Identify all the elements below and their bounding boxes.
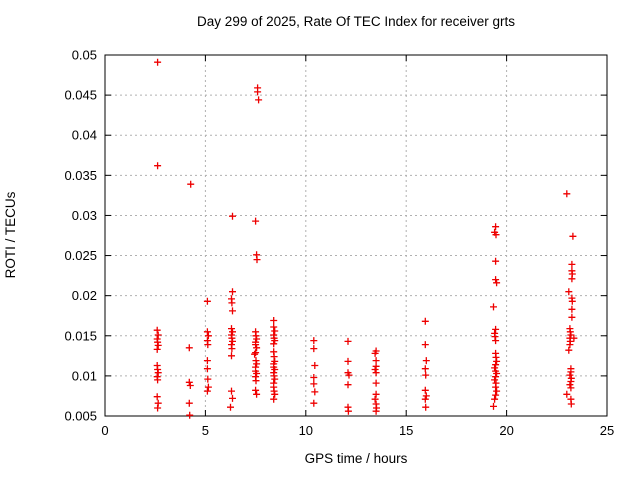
plot-border	[104, 54, 608, 417]
y-tick-label: 0.045	[64, 88, 97, 103]
chart-title: Day 299 of 2025, Rate Of TEC Index for r…	[197, 14, 515, 29]
x-tick-label: 15	[399, 423, 413, 438]
y-tick-label: 0.025	[64, 248, 97, 263]
x-axis-label: GPS time / hours	[304, 451, 408, 466]
x-tick-label: 0	[101, 423, 108, 438]
x-tick-label: 10	[299, 423, 313, 438]
y-tick-label: 0.005	[64, 409, 97, 424]
y-tick-label: 0.015	[64, 328, 97, 343]
y-tick-label: 0.01	[72, 368, 97, 383]
y-tick-label: 0.035	[64, 168, 97, 183]
y-tick-label: 0.04	[72, 128, 97, 143]
x-tick-label: 25	[600, 423, 614, 438]
y-tick-label: 0.03	[72, 208, 97, 223]
y-tick-label: 0.05	[72, 48, 97, 63]
x-tick-label: 20	[499, 423, 513, 438]
x-tick-label: 5	[202, 423, 209, 438]
y-tick-label: 0.02	[72, 288, 97, 303]
scatter-points	[153, 58, 578, 419]
